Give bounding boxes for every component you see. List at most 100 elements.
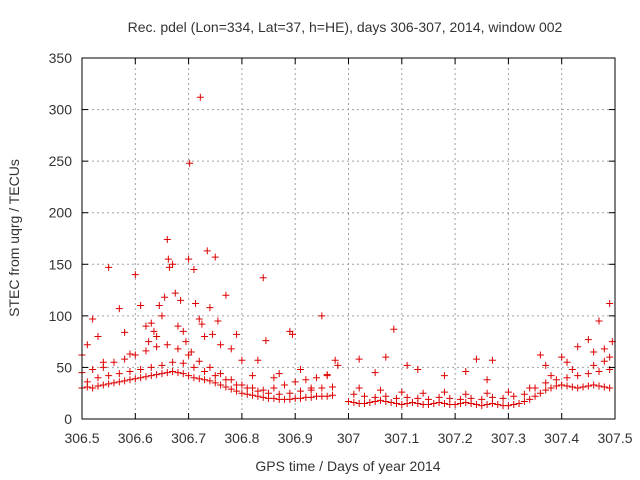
y-tick-label: 0 xyxy=(64,411,72,427)
data-point xyxy=(286,395,294,403)
data-point xyxy=(153,332,161,340)
x-tick-label: 306.6 xyxy=(118,430,153,446)
data-point xyxy=(440,388,448,396)
data-point xyxy=(182,338,190,346)
data-point xyxy=(275,390,283,398)
data-point xyxy=(164,255,172,263)
data-point xyxy=(595,317,603,325)
data-point xyxy=(584,370,592,378)
data-point xyxy=(249,391,257,399)
data-point xyxy=(313,374,321,382)
x-tick-label: 306.8 xyxy=(224,430,259,446)
data-point xyxy=(163,236,171,244)
data-point xyxy=(462,368,470,376)
data-point xyxy=(89,384,97,392)
data-point xyxy=(227,385,235,393)
data-point xyxy=(142,347,150,355)
data-point xyxy=(137,365,145,373)
data-point xyxy=(206,363,214,371)
data-point xyxy=(307,384,315,392)
data-point xyxy=(190,374,198,382)
data-point xyxy=(504,388,512,396)
data-point xyxy=(472,401,480,409)
data-point xyxy=(195,315,203,323)
data-point xyxy=(192,299,200,307)
data-point xyxy=(115,378,123,386)
data-point xyxy=(286,389,294,397)
data-point xyxy=(510,392,518,400)
data-point xyxy=(558,353,566,361)
data-point xyxy=(574,384,582,392)
data-point xyxy=(249,384,257,392)
data-point xyxy=(392,394,400,402)
data-point xyxy=(590,361,598,369)
data-point xyxy=(568,383,576,391)
data-point xyxy=(376,386,384,394)
data-point xyxy=(259,386,267,394)
data-point xyxy=(494,401,502,409)
data-point xyxy=(440,372,448,380)
data-point xyxy=(483,389,491,397)
y-tick-label: 350 xyxy=(49,50,73,66)
data-point xyxy=(483,376,491,384)
data-point xyxy=(366,398,374,406)
data-point xyxy=(89,315,97,323)
data-point xyxy=(158,361,166,369)
y-axis-label: STEC from uqrg / TECUs xyxy=(6,159,22,317)
data-point xyxy=(243,390,251,398)
data-point xyxy=(265,389,273,397)
data-point xyxy=(179,370,187,378)
data-point xyxy=(203,247,211,255)
data-point xyxy=(606,299,614,307)
data-point xyxy=(451,401,459,409)
data-point xyxy=(414,365,422,373)
data-point xyxy=(595,368,603,376)
data-point xyxy=(318,384,326,392)
data-point xyxy=(233,330,241,338)
x-tick-label: 307.3 xyxy=(491,430,526,446)
data-point xyxy=(126,350,134,358)
data-point xyxy=(233,387,241,395)
data-point xyxy=(558,381,566,389)
data-point xyxy=(222,383,230,391)
data-points xyxy=(78,93,616,410)
data-point xyxy=(174,322,182,330)
y-tick-label: 50 xyxy=(56,359,72,375)
data-point xyxy=(83,341,91,349)
data-point xyxy=(121,377,129,385)
data-point xyxy=(163,341,171,349)
data-point xyxy=(584,336,592,344)
data-point xyxy=(499,394,507,402)
grid xyxy=(82,58,615,419)
data-point xyxy=(579,383,587,391)
data-point xyxy=(161,293,169,301)
data-point xyxy=(542,386,550,394)
data-point xyxy=(259,393,267,401)
x-tick-label: 306.5 xyxy=(64,430,99,446)
data-point xyxy=(158,370,166,378)
data-point xyxy=(446,394,454,402)
data-point xyxy=(121,355,129,363)
data-point xyxy=(99,381,107,389)
data-point xyxy=(355,355,363,363)
data-point xyxy=(345,397,352,405)
data-point xyxy=(147,372,155,380)
data-point xyxy=(153,343,161,351)
data-point xyxy=(526,395,534,403)
x-tick-label: 307.5 xyxy=(597,430,632,446)
data-point xyxy=(504,402,512,410)
data-point xyxy=(217,381,225,389)
data-point xyxy=(600,383,608,391)
data-point xyxy=(270,384,278,392)
data-point xyxy=(270,394,278,402)
data-point xyxy=(254,356,262,364)
data-point xyxy=(209,330,217,338)
data-point xyxy=(536,389,544,397)
data-point xyxy=(174,345,182,353)
data-point xyxy=(440,400,448,408)
data-point xyxy=(382,353,390,361)
data-point xyxy=(307,393,315,401)
data-point xyxy=(600,357,608,365)
data-point xyxy=(211,253,219,261)
data-point xyxy=(547,384,555,392)
